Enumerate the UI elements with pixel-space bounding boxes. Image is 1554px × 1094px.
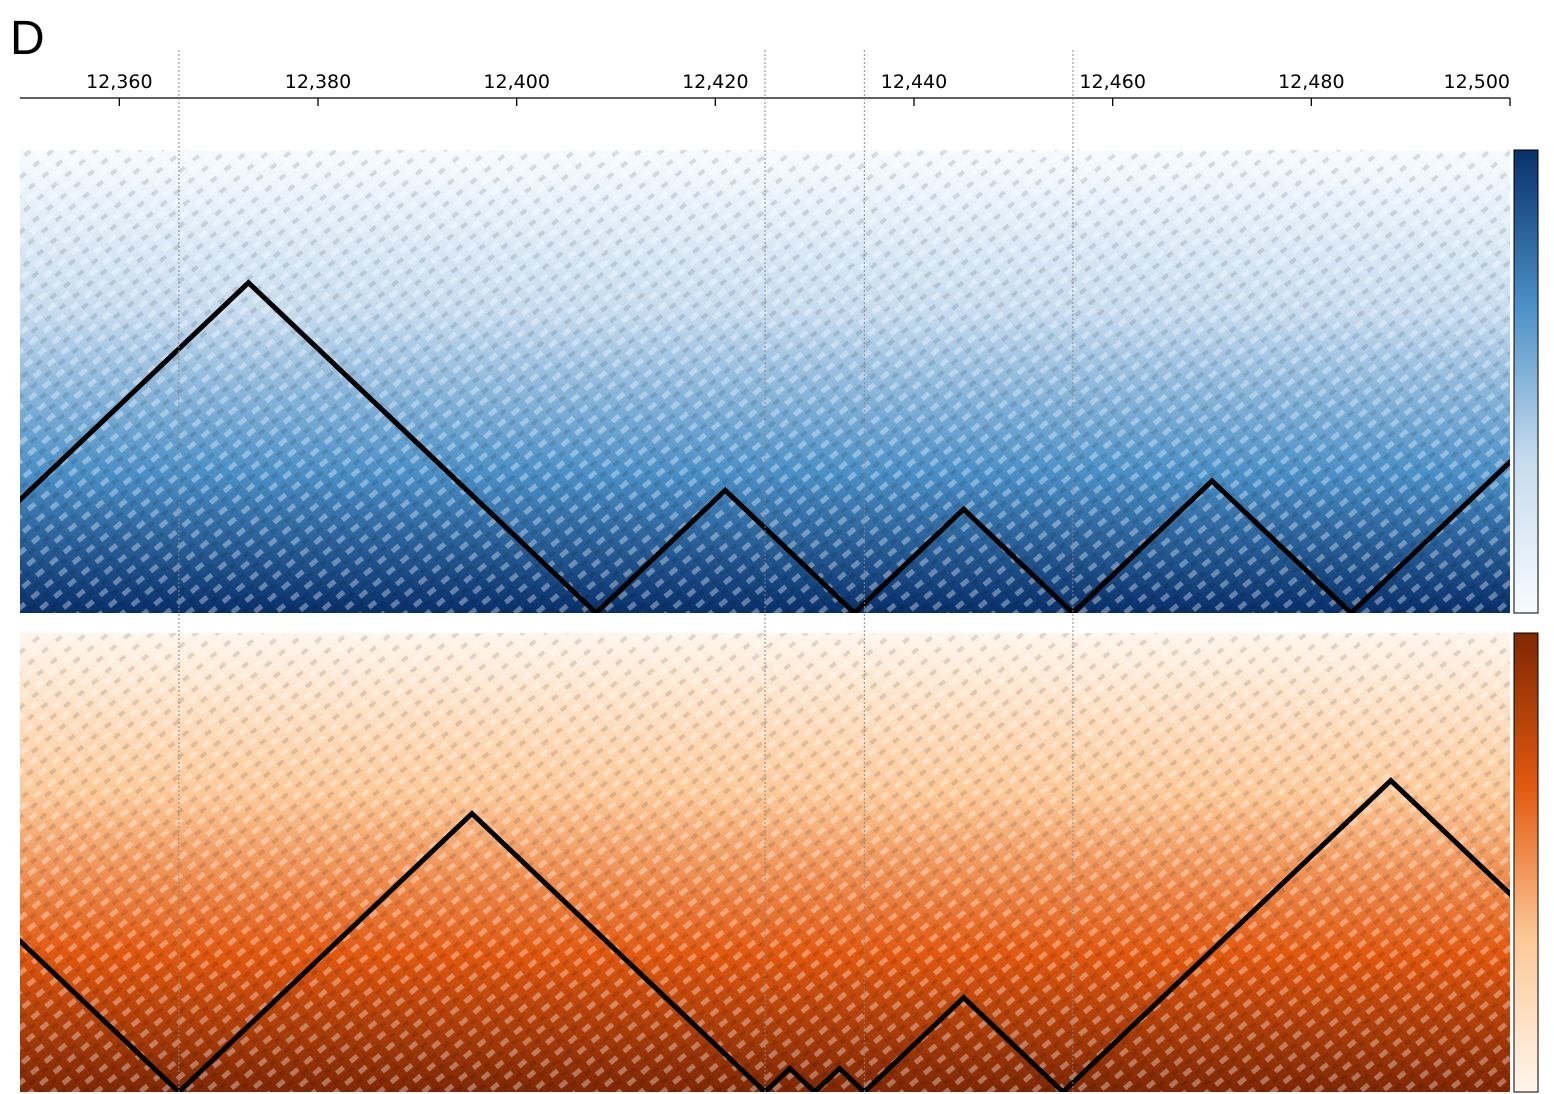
x-tick-label: 12,440 [881, 71, 947, 93]
colorbar [1513, 632, 1539, 1093]
x-tick-label: 12,360 [86, 71, 152, 93]
x-tick-label: 12,500 [1444, 71, 1510, 93]
colorbar [1513, 149, 1539, 614]
panel-label: D [10, 12, 45, 65]
x-tick-label: 12,380 [285, 71, 351, 93]
x-tick-label: 12,460 [1079, 71, 1145, 93]
x-tick-label: 12,400 [483, 71, 549, 93]
tad-outline [20, 279, 1510, 613]
x-tick-label: 12,420 [682, 71, 748, 93]
tad-group [20, 279, 1510, 613]
x-tick-label: 12,480 [1278, 71, 1344, 93]
